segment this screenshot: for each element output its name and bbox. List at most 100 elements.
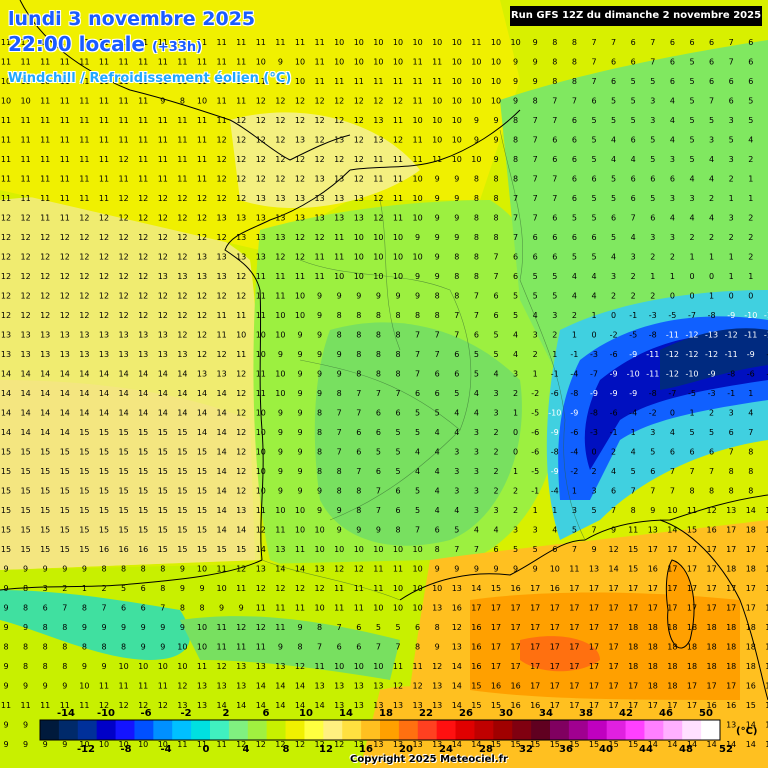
grid-value: 11 — [138, 136, 148, 145]
grid-value: 2 — [101, 584, 106, 593]
legend-swatch — [493, 720, 513, 740]
grid-value: 13 — [197, 370, 207, 379]
grid-value: 7 — [337, 428, 342, 437]
grid-value: 10 — [138, 662, 148, 671]
grid-value: 18 — [765, 643, 768, 652]
grid-value: 11 — [138, 97, 148, 106]
grid-value: 10 — [373, 545, 383, 554]
grid-value: 10 — [491, 38, 501, 47]
grid-value: 10 — [393, 233, 403, 242]
grid-value: 10 — [256, 58, 266, 67]
legend-bottom-label: 28 — [479, 744, 493, 755]
grid-value: 10 — [138, 740, 148, 749]
grid-value: 12 — [393, 682, 403, 691]
grid-value: 5 — [729, 136, 734, 145]
grid-value: 11 — [21, 194, 31, 203]
grid-value: 14 — [177, 370, 187, 379]
grid-value: 8 — [356, 350, 361, 359]
grid-value: 9 — [3, 604, 8, 613]
grid-value: 14 — [275, 701, 285, 710]
grid-value: 15 — [217, 545, 227, 554]
grid-value: 13 — [217, 253, 227, 262]
grid-value: 12 — [256, 97, 266, 106]
grid-value: 14 — [236, 526, 246, 535]
grid-value: 15 — [197, 448, 207, 457]
grid-value: 10 — [1, 97, 11, 106]
grid-value: -2 — [570, 467, 578, 476]
grid-value: 10 — [471, 155, 481, 164]
grid-value: 12 — [40, 272, 50, 281]
grid-value: 2 — [493, 487, 498, 496]
grid-value: 10 — [256, 448, 266, 457]
grid-value: 12 — [138, 214, 148, 223]
legend-swatch — [701, 720, 721, 740]
grid-value: 12 — [354, 136, 364, 145]
grid-value: 17 — [707, 604, 717, 613]
grid-value: 9 — [415, 233, 420, 242]
legend-swatch — [436, 720, 457, 740]
grid-value: 12 — [217, 662, 227, 671]
grid-value: 8 — [297, 643, 302, 652]
grid-value: 12 — [256, 155, 266, 164]
grid-value: -6 — [747, 370, 755, 379]
grid-value: -5 — [531, 409, 539, 418]
grid-value: 17 — [511, 623, 521, 632]
legend-bottom-label: 20 — [399, 744, 413, 755]
grid-value: 8 — [474, 272, 479, 281]
grid-value: 8 — [513, 116, 518, 125]
grid-value: 13 — [236, 214, 246, 223]
grid-value: 16 — [746, 682, 756, 691]
grid-value: -8 — [766, 350, 768, 359]
grid-value: 6 — [631, 38, 636, 47]
grid-value: 9 — [435, 214, 440, 223]
grid-value: 15 — [1, 506, 11, 515]
grid-value: 12 — [275, 584, 285, 593]
grid-value: 5 — [689, 77, 694, 86]
grid-value: 13 — [21, 350, 31, 359]
grid-value: 17 — [491, 662, 501, 671]
grid-value: 12 — [236, 467, 246, 476]
grid-value: 15 — [177, 428, 187, 437]
grid-value: 6 — [121, 604, 126, 613]
grid-value: 11 — [315, 253, 325, 262]
grid-value: 14 — [295, 682, 305, 691]
grid-value: 12 — [1, 253, 11, 262]
grid-value: 8 — [23, 604, 28, 613]
grid-value: 12 — [79, 253, 89, 262]
grid-value: 12 — [99, 292, 109, 301]
grid-value: 7 — [513, 194, 518, 203]
grid-value: 8 — [160, 565, 165, 574]
grid-value: 14 — [667, 740, 677, 749]
borders — [261, 129, 586, 601]
grid-value: 1 — [572, 487, 577, 496]
legend-border — [39, 719, 721, 741]
grid-value: 14 — [60, 428, 70, 437]
grid-value: 9 — [101, 623, 106, 632]
grid-value: 12 — [60, 311, 70, 320]
grid-value: 13 — [256, 214, 266, 223]
grid-value: 12 — [99, 272, 109, 281]
grid-value: 14 — [452, 682, 462, 691]
grid-value: 10 — [354, 38, 364, 47]
grid-value: 11 — [40, 701, 50, 710]
grid-value: 17 — [609, 682, 619, 691]
grid-value: 5 — [631, 116, 636, 125]
grid-value: 15 — [158, 428, 168, 437]
grid-value: 15 — [119, 448, 129, 457]
grid-value: 15 — [119, 526, 129, 535]
grid-value: 8 — [513, 175, 518, 184]
grid-value: 13 — [373, 740, 383, 749]
grid-value: 17 — [765, 604, 768, 613]
grid-value: 9 — [415, 292, 420, 301]
grid-value: 2 — [631, 292, 636, 301]
grid-value: 7 — [337, 409, 342, 418]
grid-value: 9 — [337, 350, 342, 359]
grid-value: 17 — [491, 623, 501, 632]
grid-value: 14 — [40, 370, 50, 379]
grid-value: 13 — [79, 331, 89, 340]
grid-value: 0 — [670, 292, 675, 301]
grid-value: 3 — [650, 97, 655, 106]
grid-value: 5 — [689, 58, 694, 67]
grid-value: 7 — [650, 38, 655, 47]
